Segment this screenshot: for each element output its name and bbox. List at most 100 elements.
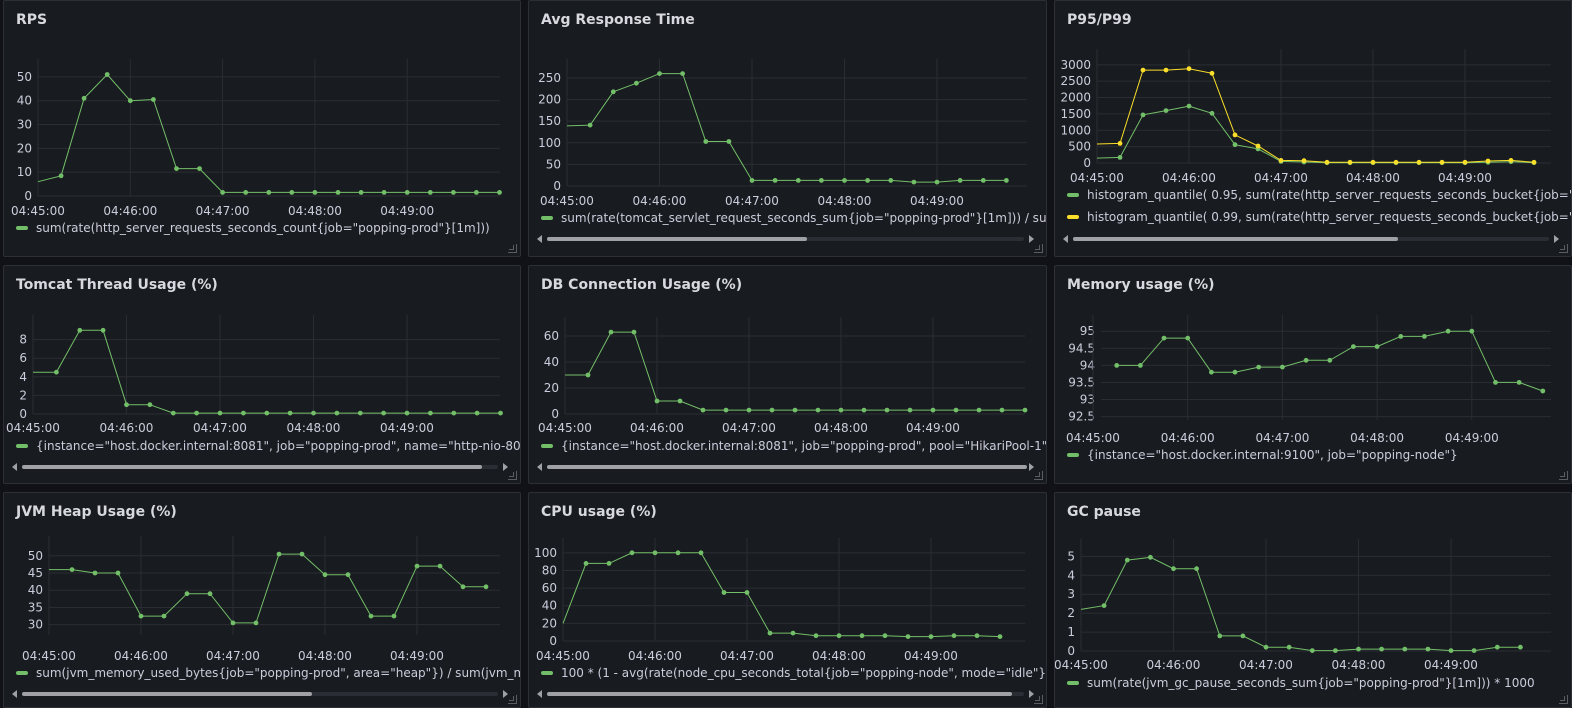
data-point [859,633,865,639]
data-point [1186,66,1192,72]
scroll-thumb[interactable] [547,465,1027,469]
scroll-thumb[interactable] [22,465,482,469]
scroll-left-arrow-icon[interactable] [1063,235,1068,243]
legend-item[interactable]: sum(rate(tomcat_servlet_request_seconds_… [541,211,1047,225]
scroll-thumb[interactable] [547,237,807,241]
scroll-left-arrow-icon[interactable] [12,463,17,471]
panel-rps[interactable]: RPS 0 10 20 30 40 50 04:45:00 04:46:00 04:47:00 04… [3,0,521,257]
panel-avg[interactable]: Avg Response Time 0 50 100 150 200 250 04:45:00… [528,0,1047,257]
scroll-right-arrow-icon[interactable] [1029,690,1034,698]
legend-item[interactable]: {instance="host.docker.internal:8081", j… [541,439,1047,453]
legend-scrollbar[interactable] [537,234,1034,244]
resize-handle-icon[interactable] [1034,471,1043,480]
resize-handle-icon[interactable] [508,244,517,253]
data-point [790,630,796,636]
data-point [703,139,709,144]
legend-scrollbar[interactable] [12,462,508,472]
panel-p95[interactable]: P95/P99 0 500 1000 1500 2000 2500 3000 04:45:00 0… [1054,0,1572,257]
x-tick-label: 04:45:00 [6,421,60,435]
data-point [997,634,1003,639]
data-point [934,179,940,185]
legend-scrollbar[interactable] [1063,234,1559,244]
legend-label[interactable]: {instance="host.docker.internal:8081", j… [36,439,521,453]
legend-item[interactable]: sum(jvm_memory_used_bytes{job="popping-p… [16,666,520,680]
panel-heap[interactable]: JVM Heap Usage (%) 30 35 40 45 50 04:45:00 04:4… [3,492,521,708]
legend-item[interactable]: {instance="host.docker.internal:9100", j… [1067,448,1458,462]
data-point [1356,646,1361,652]
data-point [1255,143,1261,149]
panel-title[interactable]: DB Connection Usage (%) [541,277,743,293]
data-point [1138,363,1143,368]
panel-mem[interactable]: Memory usage (%) 92.5 93 93.5 94 94.5 95 04:45:… [1054,265,1572,484]
legend-item[interactable]: sum(rate(http_server_requests_seconds_co… [16,221,490,235]
legend-item[interactable]: {instance="host.docker.internal:8081", j… [16,439,521,453]
resize-handle-icon[interactable] [1034,695,1043,704]
legend: sum(rate(http_server_requests_seconds_co… [16,221,490,235]
legend-scrollbar[interactable] [537,689,1034,699]
scroll-right-arrow-icon[interactable] [503,690,508,698]
panel-title[interactable]: Tomcat Thread Usage (%) [16,277,218,293]
scroll-right-arrow-icon[interactable] [503,463,508,471]
data-point [861,407,867,413]
data-point [1256,364,1262,370]
y-tick-label: 50 [546,157,561,171]
x-tick-label: 04:49:00 [1438,171,1492,185]
scroll-left-arrow-icon[interactable] [537,690,542,698]
legend-scrollbar[interactable] [537,462,1034,472]
legend-label[interactable]: histogram_quantile( 0.99, sum(rate(http_… [1087,210,1571,224]
data-point [497,190,502,195]
resize-handle-icon[interactable] [1559,471,1568,480]
panel-db[interactable]: DB Connection Usage (%) 0 20 40 60 04:45:00 04… [528,265,1047,484]
data-point [1494,644,1500,650]
legend-label[interactable]: sum(jvm_memory_used_bytes{job="popping-p… [36,666,520,680]
y-tick-label: 93 [1080,393,1095,407]
legend: {instance="host.docker.internal:8081", j… [16,439,521,453]
data-point [287,410,293,416]
x-tick-label: 04:45:00 [538,421,592,435]
scroll-thumb[interactable] [1073,237,1398,241]
data-point [815,407,821,413]
panel-title[interactable]: JVM Heap Usage (%) [16,504,177,520]
legend-label[interactable]: {instance="host.docker.internal:9100", j… [1087,448,1458,462]
panel-tomcat[interactable]: Tomcat Thread Usage (%) 0 2 4 6 8 04:45:00 04:4… [3,265,521,484]
panel-title[interactable]: CPU usage (%) [541,504,657,520]
resize-handle-icon[interactable] [1559,244,1568,253]
panel-cpu[interactable]: CPU usage (%) 0 20 40 60 80 100 04:45:00 04:46:0… [528,492,1047,708]
scroll-right-arrow-icon[interactable] [1554,235,1559,243]
legend-label[interactable]: sum(rate(tomcat_servlet_request_seconds_… [561,211,1047,225]
legend-label[interactable]: {instance="host.docker.internal:8081", j… [561,439,1047,453]
legend-label[interactable]: 100 * (1 - avg(rate(node_cpu_seconds_tot… [561,666,1047,680]
legend-scrollbar[interactable] [12,689,508,699]
legend-item[interactable]: sum(rate(jvm_gc_pause_seconds_sum{job="p… [1067,676,1535,690]
scroll-right-arrow-icon[interactable] [1029,235,1034,243]
legend-color-swatch [1067,193,1079,197]
resize-handle-icon[interactable] [508,471,517,480]
legend-item[interactable]: 100 * (1 - avg(rate(node_cpu_seconds_tot… [541,666,1047,680]
panel-title[interactable]: P95/P99 [1067,12,1132,28]
panel-gc[interactable]: GC pause 0 1 2 3 4 5 04:45:00 04:46:00 04:47:00 04… [1054,492,1572,708]
panel-title[interactable]: Avg Response Time [541,12,695,28]
data-point [1280,364,1285,370]
legend-label[interactable]: sum(rate(jvm_gc_pause_seconds_sum{job="p… [1087,676,1535,690]
resize-handle-icon[interactable] [1034,244,1043,253]
legend-item[interactable]: histogram_quantile( 0.99, sum(rate(http_… [1067,210,1571,224]
legend-label[interactable]: sum(rate(http_server_requests_seconds_co… [36,221,490,235]
y-tick-label: 4 [1067,568,1075,582]
panel-title[interactable]: GC pause [1067,504,1141,520]
panel-title[interactable]: Memory usage (%) [1067,277,1215,293]
data-point [391,613,397,619]
data-point [170,410,176,416]
y-tick-label: 100 [534,546,557,560]
legend-item[interactable]: histogram_quantile( 0.95, sum(rate(http_… [1067,188,1571,202]
scroll-left-arrow-icon[interactable] [12,690,17,698]
scroll-right-arrow-icon[interactable] [1029,463,1034,471]
scroll-left-arrow-icon[interactable] [537,235,542,243]
resize-handle-icon[interactable] [508,695,517,704]
resize-handle-icon[interactable] [1559,695,1568,704]
data-point [587,122,593,128]
scroll-left-arrow-icon[interactable] [537,463,542,471]
scroll-thumb[interactable] [547,692,1012,696]
scroll-thumb[interactable] [22,692,312,696]
panel-title[interactable]: RPS [16,12,48,28]
legend-label[interactable]: histogram_quantile( 0.95, sum(rate(http_… [1087,188,1571,202]
